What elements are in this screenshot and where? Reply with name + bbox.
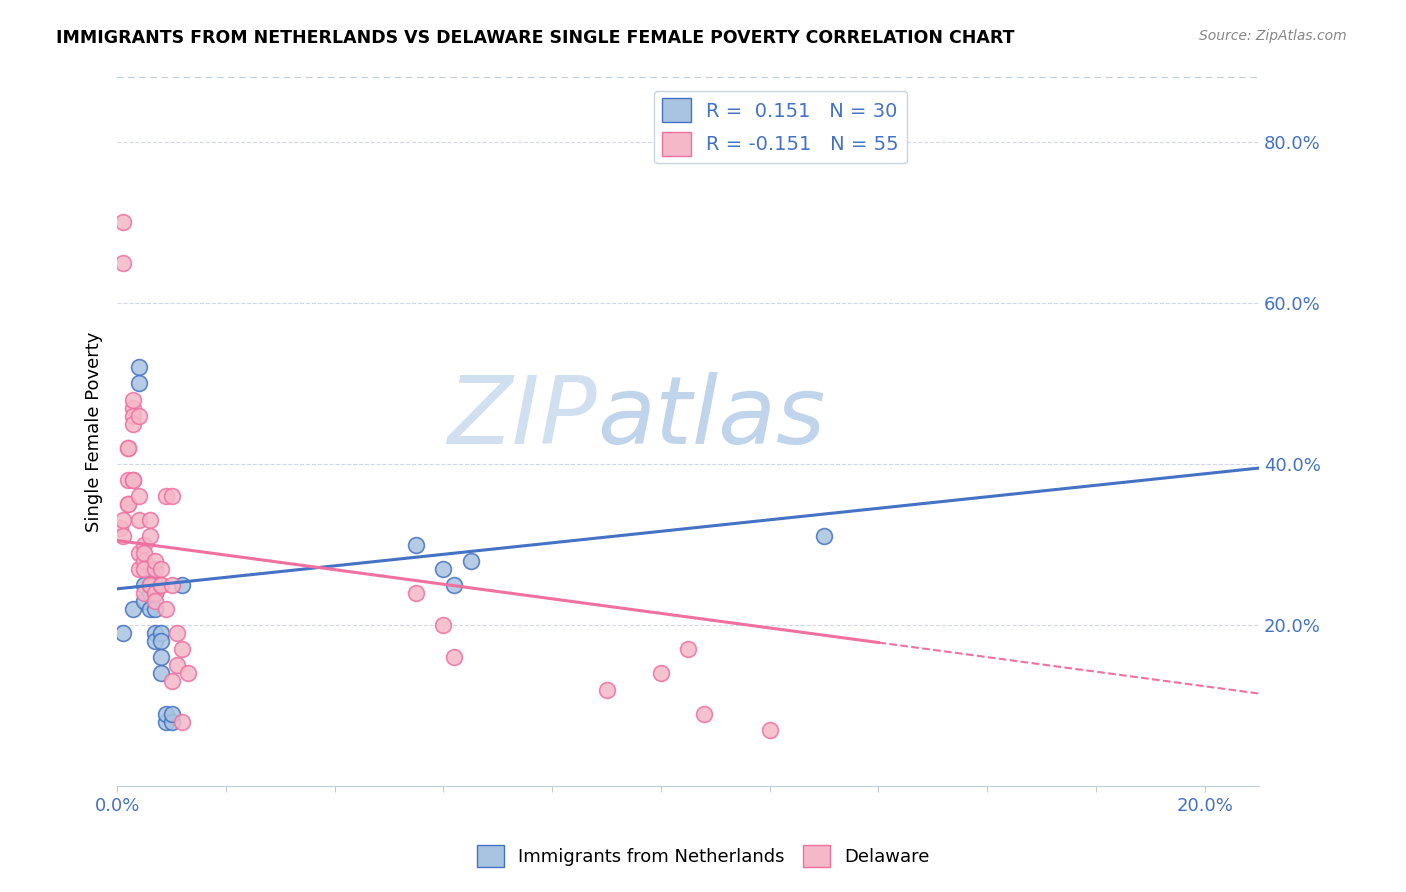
Point	[122, 401, 145, 415]
Point	[160, 489, 183, 503]
Point	[134, 586, 156, 600]
Legend: Immigrants from Netherlands, Delaware: Immigrants from Netherlands, Delaware	[470, 838, 936, 874]
Point	[139, 586, 162, 600]
Point	[128, 376, 150, 391]
Point	[134, 537, 156, 551]
Point	[149, 562, 172, 576]
Point	[139, 578, 162, 592]
Point	[172, 714, 194, 729]
Point	[405, 537, 427, 551]
Text: atlas: atlas	[596, 372, 825, 463]
Point	[108, 521, 131, 535]
Point	[139, 562, 162, 576]
Point	[160, 714, 183, 729]
Point	[117, 473, 139, 487]
Point	[139, 513, 162, 527]
Point	[111, 215, 134, 229]
Point	[143, 626, 166, 640]
Point	[111, 529, 134, 543]
Point	[149, 666, 172, 681]
Point	[172, 642, 194, 657]
Point	[143, 586, 166, 600]
Text: Source: ZipAtlas.com: Source: ZipAtlas.com	[1199, 29, 1347, 43]
Point	[160, 578, 183, 592]
Point	[139, 529, 162, 543]
Point	[149, 626, 172, 640]
Point	[139, 578, 162, 592]
Point	[155, 489, 177, 503]
Point	[177, 666, 200, 681]
Text: IMMIGRANTS FROM NETHERLANDS VS DELAWARE SINGLE FEMALE POVERTY CORRELATION CHART: IMMIGRANTS FROM NETHERLANDS VS DELAWARE …	[56, 29, 1015, 46]
Point	[128, 409, 150, 423]
Point	[117, 441, 139, 455]
Point	[122, 473, 145, 487]
Point	[134, 594, 156, 608]
Point	[813, 529, 835, 543]
Point	[172, 578, 194, 592]
Point	[139, 562, 162, 576]
Point	[134, 562, 156, 576]
Point	[122, 417, 145, 431]
Point	[122, 602, 145, 616]
Point	[405, 586, 427, 600]
Point	[128, 489, 150, 503]
Point	[122, 392, 145, 407]
Point	[443, 650, 465, 665]
Point	[432, 562, 454, 576]
Point	[111, 255, 134, 269]
Point	[117, 497, 139, 511]
Point	[143, 578, 166, 592]
Point	[149, 634, 172, 648]
Point	[134, 578, 156, 592]
Point	[143, 562, 166, 576]
Point	[134, 554, 156, 568]
Point	[149, 650, 172, 665]
Text: ZIP: ZIP	[447, 372, 596, 463]
Point	[595, 682, 617, 697]
Point	[111, 626, 134, 640]
Point	[149, 578, 172, 592]
Legend: R =  0.151   N = 30, R = -0.151   N = 55: R = 0.151 N = 30, R = -0.151 N = 55	[654, 91, 907, 163]
Point	[155, 706, 177, 721]
Point	[460, 554, 482, 568]
Point	[160, 706, 183, 721]
Point	[128, 360, 150, 375]
Point	[155, 714, 177, 729]
Point	[139, 578, 162, 592]
Point	[155, 602, 177, 616]
Point	[134, 545, 156, 559]
Point	[693, 706, 716, 721]
Point	[122, 409, 145, 423]
Point	[111, 513, 134, 527]
Point	[758, 723, 780, 737]
Point	[443, 578, 465, 592]
Point	[143, 594, 166, 608]
Point	[166, 658, 188, 673]
Point	[160, 674, 183, 689]
Point	[143, 554, 166, 568]
Point	[143, 634, 166, 648]
Point	[128, 513, 150, 527]
Point	[166, 626, 188, 640]
Point	[143, 602, 166, 616]
Point	[128, 545, 150, 559]
Point	[149, 578, 172, 592]
Point	[139, 602, 162, 616]
Point	[117, 497, 139, 511]
Point	[117, 441, 139, 455]
Point	[128, 562, 150, 576]
Y-axis label: Single Female Poverty: Single Female Poverty	[86, 332, 103, 532]
Point	[432, 618, 454, 632]
Point	[143, 586, 166, 600]
Point	[650, 666, 672, 681]
Point	[676, 642, 699, 657]
Point	[122, 473, 145, 487]
